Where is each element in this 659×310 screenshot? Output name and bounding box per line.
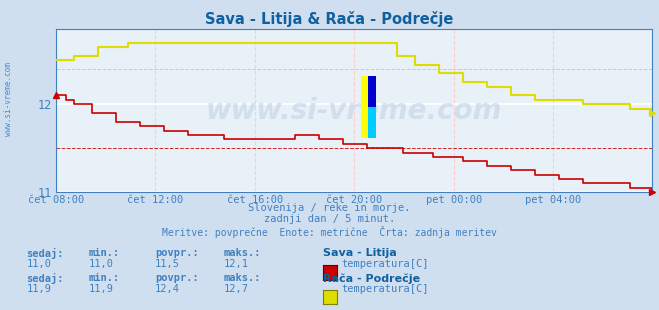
Text: Sava - Litija: Sava - Litija — [323, 248, 397, 258]
Text: min.:: min.: — [89, 273, 120, 283]
Text: 11,0: 11,0 — [26, 259, 51, 269]
Text: temperatura[C]: temperatura[C] — [341, 259, 429, 269]
Text: temperatura[C]: temperatura[C] — [341, 284, 429, 294]
Text: Rača - Podrečje: Rača - Podrečje — [323, 273, 420, 284]
Text: povpr.:: povpr.: — [155, 273, 198, 283]
Text: maks.:: maks.: — [224, 273, 262, 283]
Text: 11,9: 11,9 — [89, 284, 114, 294]
Text: Meritve: povprečne  Enote: metrične  Črta: zadnja meritev: Meritve: povprečne Enote: metrične Črta:… — [162, 226, 497, 238]
Text: 12,7: 12,7 — [224, 284, 249, 294]
Text: 11,0: 11,0 — [89, 259, 114, 269]
Text: maks.:: maks.: — [224, 248, 262, 258]
Text: www.si-vreme.com: www.si-vreme.com — [4, 62, 13, 136]
Text: min.:: min.: — [89, 248, 120, 258]
Text: 11,5: 11,5 — [155, 259, 180, 269]
Text: 11,9: 11,9 — [26, 284, 51, 294]
Text: zadnji dan / 5 minut.: zadnji dan / 5 minut. — [264, 214, 395, 224]
Text: Slovenija / reke in morje.: Slovenija / reke in morje. — [248, 203, 411, 213]
Text: povpr.:: povpr.: — [155, 248, 198, 258]
Bar — [361, 76, 368, 138]
Text: www.si-vreme.com: www.si-vreme.com — [206, 97, 502, 125]
Text: Sava - Litija & Rača - Podrečje: Sava - Litija & Rača - Podrečje — [206, 11, 453, 27]
Bar — [368, 76, 376, 138]
Text: sedaj:: sedaj: — [26, 273, 64, 285]
Bar — [368, 76, 376, 107]
Text: 12,4: 12,4 — [155, 284, 180, 294]
Text: sedaj:: sedaj: — [26, 248, 64, 259]
Text: 12,1: 12,1 — [224, 259, 249, 269]
